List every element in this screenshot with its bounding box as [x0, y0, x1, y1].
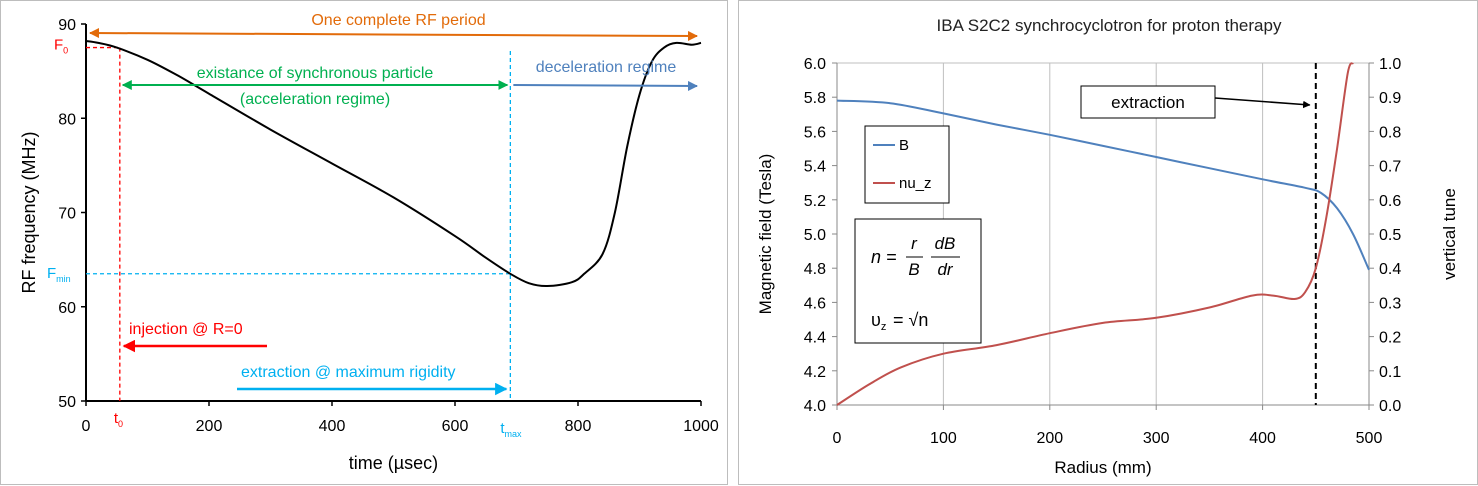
y-tick-label: 6.0	[804, 56, 826, 73]
y2-tick-label: 0.7	[1379, 159, 1401, 176]
rf-frequency-chart-panel: 50 60 70 80 90 0 200 400 600 800 1000 time (µsec) RF…	[0, 0, 728, 485]
rf-period-arrow	[89, 28, 698, 41]
x-axis-title: Radius (mm)	[1054, 458, 1151, 477]
y-tick-label: 80	[58, 111, 76, 128]
formula-r: r	[911, 234, 918, 253]
nu-z-series-line	[836, 62, 1354, 406]
y-axis-title: RF frequency (MHz)	[19, 131, 39, 293]
y2-tick-label: 0.5	[1379, 227, 1401, 244]
injection-label: injection @ R=0	[129, 321, 243, 338]
y-tick-label: 60	[58, 300, 76, 317]
y-tick-label: 70	[58, 206, 76, 223]
x-axis-title: time (µsec)	[349, 453, 438, 473]
y2-axis-title: vertical tune	[1440, 188, 1459, 280]
y-tick-label: 4.0	[804, 398, 826, 415]
y-tick-label: 5.8	[804, 90, 826, 107]
formula-nu-z: υz	[871, 310, 886, 333]
x-tick-label: 300	[1143, 430, 1170, 447]
formula-nu-rhs: = √n	[893, 310, 928, 330]
y-tick-label: 4.4	[804, 330, 826, 347]
x-tick-label: 1000	[683, 418, 719, 435]
y-tick-label: 4.2	[804, 364, 826, 381]
y2-tick-label: 0.3	[1379, 295, 1401, 312]
fmin-label: Fmin	[47, 265, 71, 284]
deceleration-label: deceleration regime	[536, 59, 677, 76]
x-tick-label: 500	[1356, 430, 1383, 447]
legend-box	[864, 125, 950, 204]
t0-label-main: t	[114, 410, 119, 427]
rf-frequency-chart: 50 60 70 80 90 0 200 400 600 800 1000 time (µsec) RF…	[19, 12, 719, 473]
formula-b: B	[908, 260, 919, 279]
y2-tick-label: 0.8	[1379, 124, 1401, 141]
y2-tick-label: 0.6	[1379, 193, 1401, 210]
y-tick-label: 4.6	[804, 295, 826, 312]
formula-box	[854, 218, 982, 344]
tmax-label-main: t	[500, 420, 505, 437]
synchronous-label-line2: (acceleration regime)	[240, 91, 390, 108]
extraction-label: extraction @ maximum rigidity	[241, 364, 456, 381]
y-tick-label: 5.0	[804, 227, 826, 244]
y2-tick-label: 0.0	[1379, 398, 1401, 415]
magnetic-field-chart-panel: IBA S2C2 synchrocyclotron for proton the…	[738, 0, 1478, 485]
y-axis-title: Magnetic field (Tesla)	[756, 154, 775, 315]
y-tick-label: 50	[58, 394, 76, 411]
y2-tick-label: 1.0	[1379, 56, 1401, 73]
tmax-label: tmax	[500, 420, 522, 439]
y-tick-label: 5.4	[804, 159, 826, 176]
y-tick-label: 90	[58, 17, 76, 34]
extraction-pointer-arrow	[1214, 97, 1311, 109]
tmax-label-subscript: max	[505, 429, 523, 439]
x-tick-label: 600	[442, 418, 469, 435]
x-tick-label: 0	[82, 418, 91, 435]
legend-nu-z-label: nu_z	[899, 175, 932, 192]
b-series-line	[836, 99, 1370, 271]
formula-db: dB	[935, 234, 956, 253]
x-tick-label: 0	[833, 430, 842, 447]
fmin-label-main: F	[47, 265, 56, 282]
y-tick-label: 5.6	[804, 124, 826, 141]
y2-tick-label: 0.9	[1379, 90, 1401, 107]
rf-frequency-curve	[85, 40, 702, 288]
x-tick-label: 400	[319, 418, 346, 435]
legend-b-label: B	[899, 137, 909, 154]
t0-label-subscript: 0	[118, 419, 123, 429]
x-tick-label: 200	[196, 418, 223, 435]
x-tick-label: 100	[930, 430, 957, 447]
formula-nu-z-subscript: z	[881, 321, 887, 333]
y-tick-label: 4.8	[804, 261, 826, 278]
deceleration-arrow	[513, 80, 698, 91]
extraction-label-box	[1080, 85, 1216, 119]
rf-period-label: One complete RF period	[311, 12, 485, 29]
x-tick-label: 800	[565, 418, 592, 435]
extraction-label: extraction	[1111, 93, 1185, 112]
magnetic-field-chart: IBA S2C2 synchrocyclotron for proton the…	[756, 16, 1459, 477]
formula-n-lhs: n =	[871, 247, 897, 267]
y2-tick-label: 0.4	[1379, 261, 1401, 278]
y2-tick-label: 0.2	[1379, 330, 1401, 347]
formula-nu-z-main: υ	[871, 310, 881, 330]
fmin-label-subscript: min	[56, 274, 71, 284]
f0-label-subscript: 0	[63, 46, 68, 56]
f0-label: F0	[54, 37, 68, 56]
f0-label-main: F	[54, 37, 63, 54]
t0-label: t0	[114, 410, 123, 429]
synchronous-label-line1: existance of synchronous particle	[197, 65, 434, 82]
x-tick-label: 200	[1036, 430, 1063, 447]
x-tick-label: 400	[1249, 430, 1276, 447]
y2-tick-label: 0.1	[1379, 364, 1401, 381]
chart-title: IBA S2C2 synchrocyclotron for proton the…	[937, 16, 1282, 35]
formula-dr: dr	[937, 260, 953, 279]
y-tick-label: 5.2	[804, 193, 826, 210]
